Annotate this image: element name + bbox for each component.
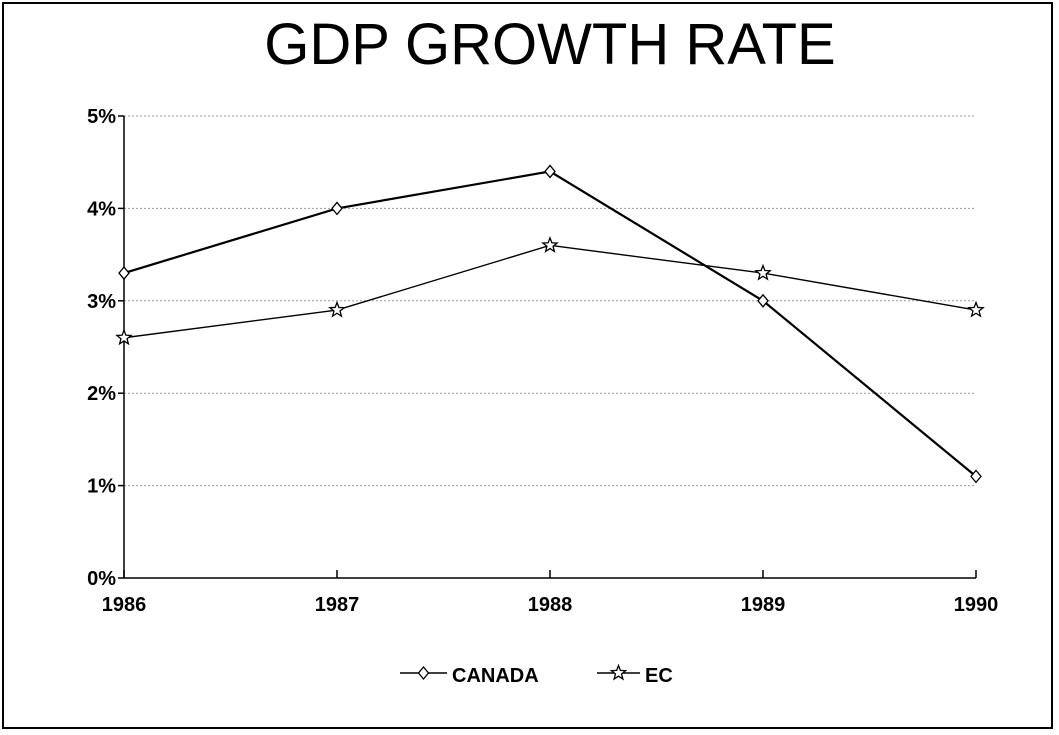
- x-tick-label-2: 1988: [528, 594, 573, 616]
- series-line-ec: [123, 244, 977, 339]
- x-tick-label-4: 1990: [954, 594, 999, 616]
- grid-layer: [124, 115, 976, 487]
- y-tick-label-4: 4%: [87, 198, 116, 220]
- y-tick-label-3: 3%: [87, 291, 116, 313]
- point-canada-1990: [970, 469, 982, 484]
- point-ec-1986: [115, 328, 133, 346]
- series-line-canada: [123, 170, 977, 478]
- legend-label-ec: EC: [645, 665, 673, 687]
- y-tick-label-2: 2%: [87, 383, 116, 405]
- legend-marker-ec: [609, 663, 628, 681]
- legend-label-canada: CANADA: [452, 665, 539, 687]
- point-canada-1988: [544, 164, 556, 179]
- legend: CANADA EC: [400, 663, 673, 687]
- chart-title: GDP GROWTH RATE: [264, 12, 835, 77]
- axis-layer: 0% 1% 2% 3% 4% 5% 1986 1987 1988 1989 1990: [87, 106, 998, 616]
- point-ec-1990: [967, 300, 985, 318]
- y-tick-label-1: 1%: [87, 476, 116, 498]
- x-tick-label-1: 1987: [315, 594, 360, 616]
- point-canada-1986: [118, 266, 130, 281]
- point-canada-1989: [757, 293, 769, 308]
- point-canada-1987: [331, 201, 343, 216]
- point-ec-1989: [754, 263, 772, 281]
- point-ec-1988: [541, 236, 559, 253]
- y-tick-label-5: 5%: [87, 106, 116, 128]
- series-layer: [115, 164, 985, 484]
- x-tick-label-0: 1986: [102, 594, 147, 616]
- y-tick-label-0: 0%: [87, 568, 116, 590]
- x-tick-label-3: 1989: [741, 594, 786, 616]
- legend-marker-canada: [417, 665, 430, 681]
- point-ec-1987: [328, 300, 346, 318]
